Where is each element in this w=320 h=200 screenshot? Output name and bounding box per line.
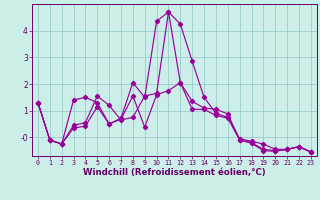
X-axis label: Windchill (Refroidissement éolien,°C): Windchill (Refroidissement éolien,°C) <box>83 168 266 177</box>
